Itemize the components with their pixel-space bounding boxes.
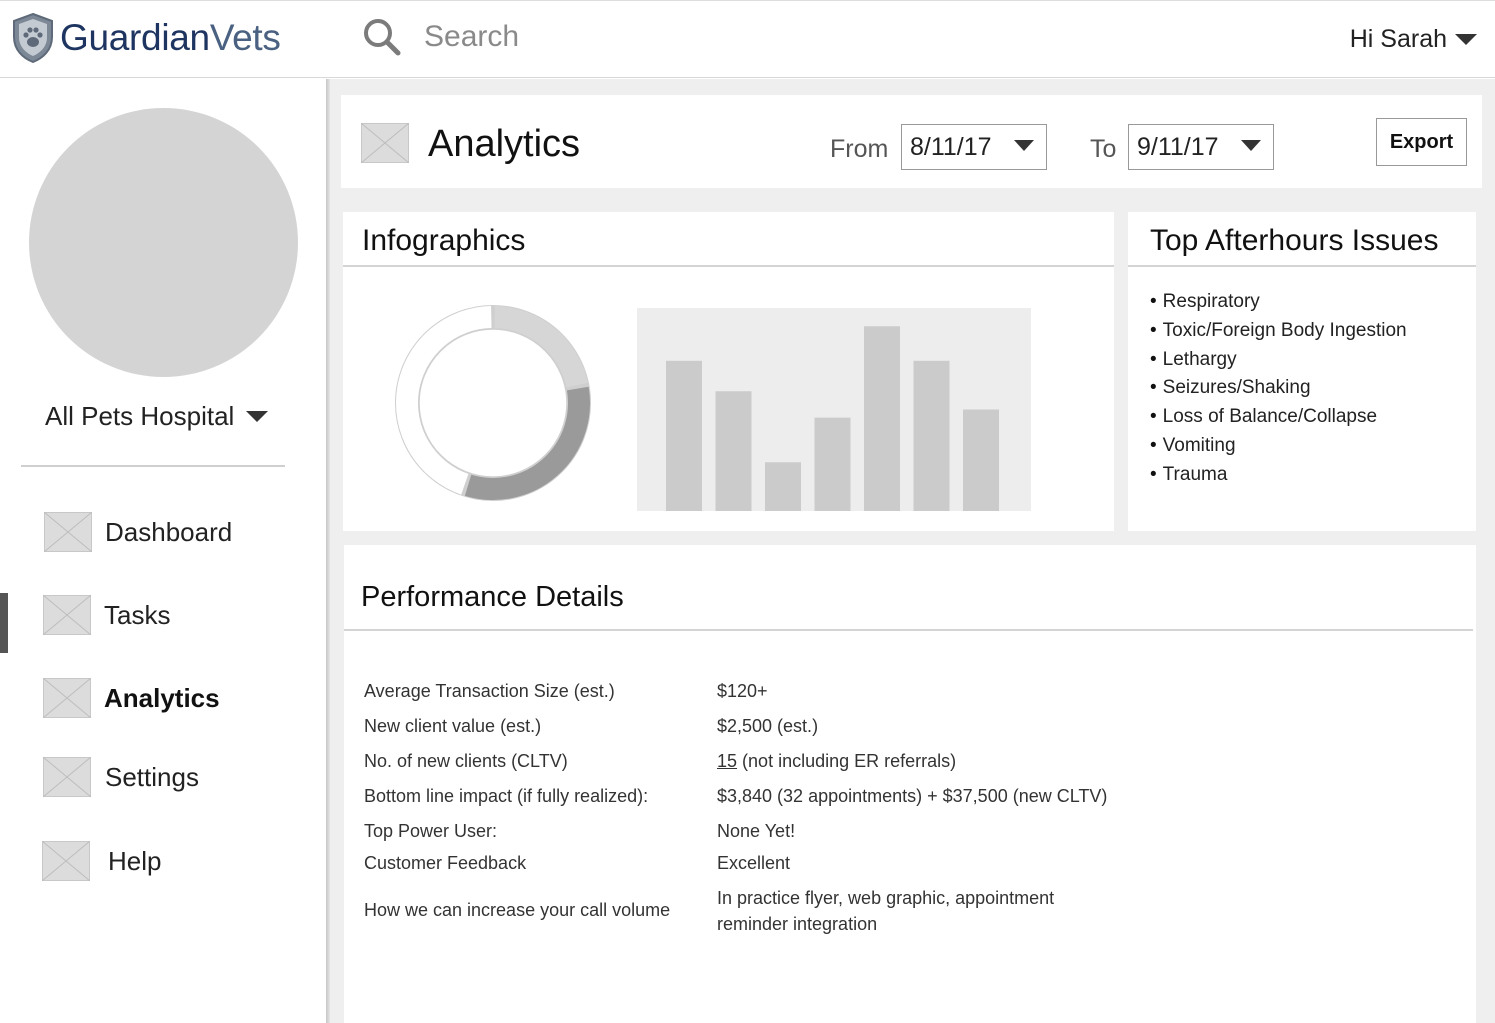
image-placeholder-icon (43, 678, 91, 718)
image-placeholder-icon (43, 595, 91, 635)
perf-label: No. of new clients (CLTV) (364, 751, 568, 771)
sidebar-item-settings[interactable]: Settings (0, 752, 326, 802)
bar (666, 360, 702, 511)
sidebar-divider (21, 465, 285, 467)
page-header: Analytics From 8/11/17 To 9/11/17 Export (341, 95, 1482, 188)
afterhours-issues-card: Top Afterhours Issues Respiratory Toxic/… (1128, 212, 1476, 531)
logo[interactable]: GuardianVets (12, 13, 281, 63)
sidebar-item-help[interactable]: Help (0, 836, 326, 886)
issues-title: Top Afterhours Issues (1150, 224, 1439, 257)
user-menu[interactable]: Hi Sarah (1350, 25, 1477, 54)
hospital-name: All Pets Hospital (45, 401, 235, 431)
brand-name: GuardianVets (60, 17, 281, 59)
perf-label: Bottom line impact (if fully realized): (364, 786, 649, 806)
sidebar-item-analytics[interactable]: Analytics (0, 673, 326, 723)
list-item: Lethargy (1150, 346, 1407, 375)
performance-card: Performance Details Average Transaction … (344, 545, 1476, 1023)
card-divider (1128, 265, 1476, 267)
bar (814, 417, 851, 511)
list-item: Respiratory (1150, 288, 1407, 317)
user-greeting: Hi Sarah (1349, 25, 1447, 53)
list-item: Seizures/Shaking (1150, 374, 1407, 403)
sidebar-item-label: Analytics (104, 682, 220, 713)
donut-segment (464, 386, 590, 500)
perf-value: $2,500 (est.) (717, 716, 819, 736)
list-item: Loss of Balance/Collapse (1150, 403, 1407, 432)
from-date-select[interactable]: 8/11/17 (901, 124, 1047, 170)
issues-list: Respiratory Toxic/Foreign Body Ingestion… (1150, 288, 1407, 490)
to-date-value: 9/11/17 (1137, 132, 1219, 161)
donut-chart (395, 305, 591, 501)
chevron-down-icon (1241, 140, 1261, 151)
chevron-down-icon (1455, 34, 1477, 45)
perf-label: New client value (est.) (364, 716, 542, 736)
image-placeholder-icon (43, 757, 91, 797)
bar (765, 462, 801, 511)
sidebar-item-label: Settings (105, 761, 199, 792)
active-nav-indicator (0, 593, 8, 653)
to-date-select[interactable]: 9/11/17 (1128, 124, 1274, 170)
image-placeholder-icon (42, 841, 90, 881)
perf-value: $120+ (717, 681, 768, 701)
brand-name-main: Guardian (60, 17, 210, 58)
sidebar-item-dashboard[interactable]: Dashboard (0, 507, 326, 557)
new-clients-count[interactable]: 15 (717, 751, 738, 771)
from-date-value: 8/11/17 (910, 132, 992, 161)
card-divider (344, 629, 1473, 631)
sidebar-item-label: Help (108, 845, 162, 876)
bar (864, 326, 900, 511)
top-bar: GuardianVets Hi Sarah (0, 0, 1495, 78)
image-placeholder-icon (361, 123, 409, 163)
perf-label: Average Transaction Size (est.) (364, 681, 615, 701)
list-item: Trauma (1150, 461, 1407, 490)
donut-segment (396, 306, 492, 495)
to-label: To (1090, 135, 1117, 163)
bar (913, 360, 950, 511)
new-clients-note: (not including ER referrals) (742, 751, 957, 771)
shield-logo-icon (13, 13, 53, 63)
perf-label: Top Power User: (364, 821, 498, 841)
donut-segment (494, 306, 588, 388)
perf-label: How we can increase your call volume (364, 900, 671, 920)
infographics-card: Infographics (343, 212, 1114, 531)
chevron-down-icon (1014, 140, 1034, 151)
sidebar-item-tasks[interactable]: Tasks (0, 590, 326, 640)
search-icon[interactable] (362, 17, 402, 57)
search-bar (362, 17, 824, 57)
bar (963, 409, 999, 511)
avatar[interactable] (29, 108, 298, 377)
brand-name-accent: Vets (209, 17, 281, 58)
performance-title: Performance Details (361, 581, 624, 613)
export-button[interactable]: Export (1376, 118, 1467, 166)
chevron-down-icon (246, 411, 269, 422)
list-item: Toxic/Foreign Body Ingestion (1150, 317, 1407, 346)
perf-value: None Yet! (717, 821, 796, 841)
hospital-selector[interactable]: All Pets Hospital (45, 401, 269, 432)
sidebar-shadow (326, 79, 330, 1023)
page-title: Analytics (428, 123, 581, 165)
sidebar-item-label: Tasks (104, 599, 171, 630)
perf-value: In practice flyer, web graphic, appointm… (717, 888, 1055, 934)
perf-value: 15 (not including ER referrals) (717, 748, 956, 774)
perf-value: $3,840 (32 appointments) + $37,500 (new … (717, 786, 1108, 806)
search-input[interactable] (424, 20, 824, 54)
perf-label: Customer Feedback (364, 853, 527, 873)
card-divider (343, 265, 1114, 267)
image-placeholder-icon (44, 512, 92, 552)
bar-chart (637, 308, 1031, 511)
donut-inner-edge (418, 328, 568, 478)
sidebar-item-label: Dashboard (105, 516, 233, 547)
perf-value: Excellent (717, 853, 791, 873)
list-item: Vomiting (1150, 432, 1407, 461)
bar (715, 391, 752, 511)
infographics-title: Infographics (362, 224, 526, 257)
from-label: From (830, 135, 889, 163)
sidebar: All Pets Hospital Dashboard Tasks Analyt… (0, 79, 326, 1023)
